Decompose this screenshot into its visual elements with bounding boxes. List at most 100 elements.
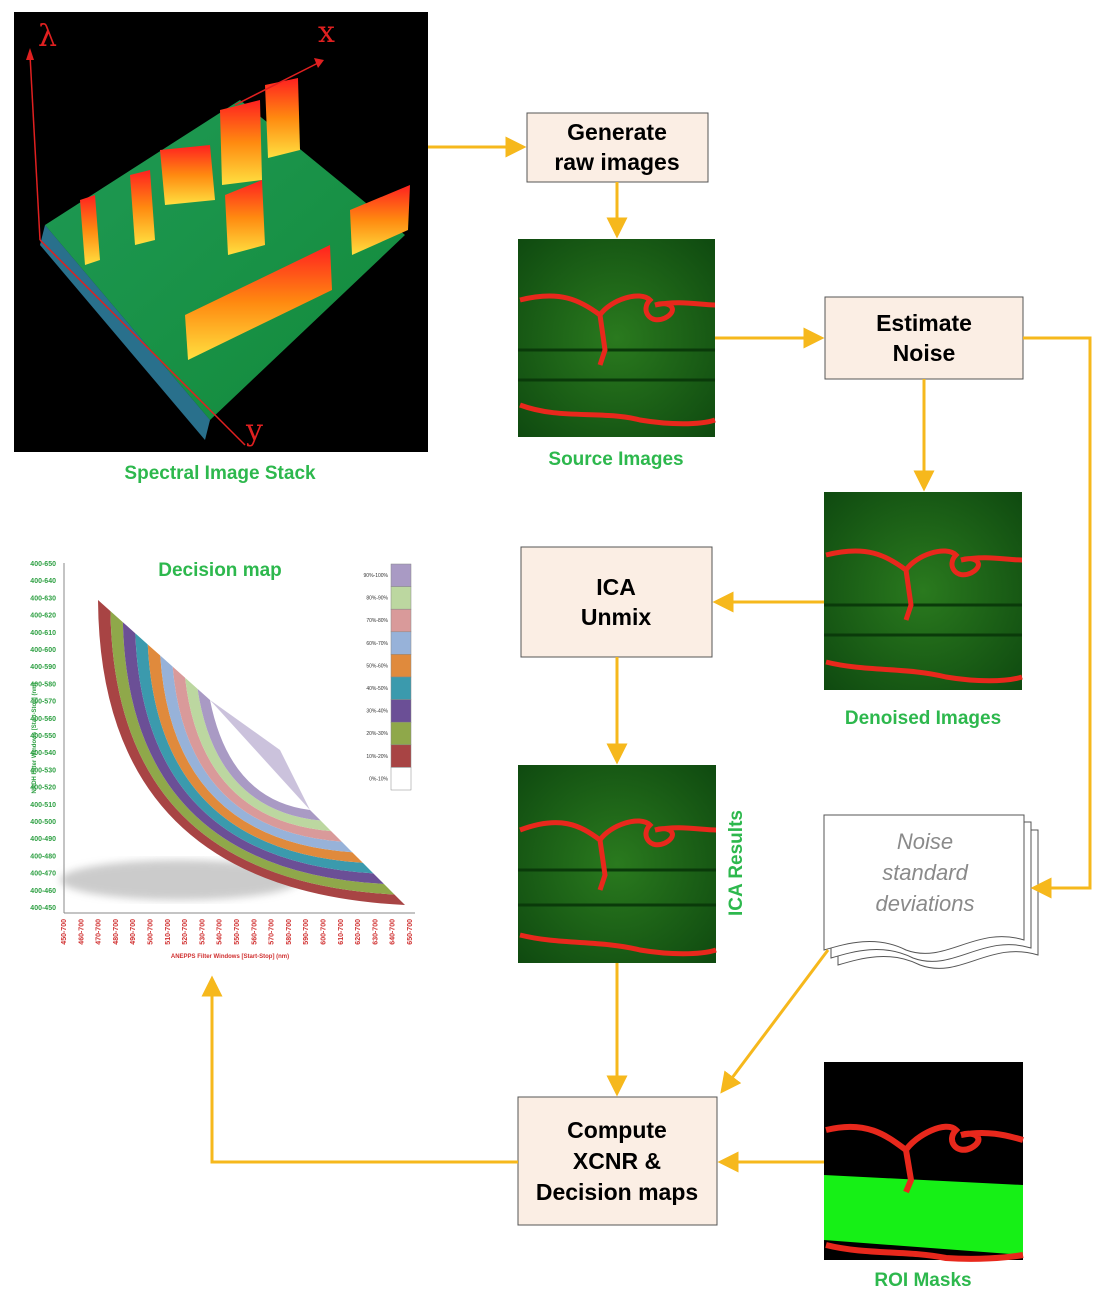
estimate-box-line-2: Noise [893,340,956,366]
y-tick-label: 400-480 [30,853,56,860]
roi-green-region [824,1175,1023,1255]
surface-shadow [60,860,300,900]
legend-swatch [390,721,412,746]
y-tick-label: 400-510 [30,802,56,809]
ica-box-rect [520,546,713,658]
generate-box-line-2: raw images [554,149,679,175]
noise-doc-line-3: deviations [875,891,974,916]
x-tick-labels: 450-700 460-700 470-700 480-700 490-700 500-7… [61,919,414,945]
legend-label: 50%-60% [366,663,388,669]
denoised-image [824,492,1023,690]
noise-doc-line-1: Noise [897,829,953,854]
x-axis-arrow [314,58,324,68]
x-axis-title: ANEPPS Filter Windows [Start-Stop] (nm) [171,954,289,960]
y-tick-label: 400-500 [30,819,56,826]
stack-peak [265,78,300,158]
x-tick-label: 470-700 [96,919,103,945]
noise-doc-line-2: standard [882,860,968,885]
legend-swatch [390,699,412,723]
x-tick-label: 570-700 [269,919,276,945]
y-tick-label: 400-520 [30,785,56,792]
y-tick-label: 400-620 [30,613,56,620]
estimate-box-line-1: Estimate [876,310,972,336]
compute-xcnr-box: Compute XCNR & Decision maps [517,1096,718,1226]
arrow-compute-to-decision-map [201,975,518,1164]
y-axis-line [39,239,246,446]
ica-box-line-1: ICA [596,574,636,600]
decision-map-title: Decision map [158,560,282,581]
legend-label: 30%-40% [366,709,388,715]
x-axis-label: x [318,15,335,50]
lambda-axis-label: λ [38,19,57,54]
stack-peak [130,170,155,245]
ica-unmix-box: ICA Unmix [520,546,713,658]
y-tick-label: 400-610 [30,630,56,637]
x-tick-label: 510-700 [165,919,172,945]
stack-peak [80,195,100,265]
stack-peak [160,145,215,205]
lambda-axis-arrow [26,48,34,60]
source-image-bg [518,239,715,437]
x-tick-label: 630-700 [372,919,379,945]
legend-label: 20%-30% [366,731,388,737]
estimate-box-rect [824,296,1024,380]
x-tick-label: 610-700 [338,919,345,945]
x-tick-label: 520-700 [182,919,189,945]
x-tick-label: 550-700 [234,919,241,945]
x-tick-label: 480-700 [113,919,120,945]
roi-masks-caption: ROI Masks [874,1270,971,1291]
legend-label: 60%-70% [366,641,388,647]
decision-surface [98,600,405,905]
legend-swatch [390,608,412,633]
y-tick-label: 400-630 [30,595,56,602]
y-axis-title: NADH Filter Windows [Start-Stop] (nm) [32,683,38,794]
source-vessels [519,293,716,427]
legend-label: 0%-10% [369,776,388,782]
document-front [823,814,1025,954]
generate-box-line-1: Generate [567,119,667,145]
legend-swatch [390,631,412,655]
x-tick-label: 450-700 [61,919,68,945]
legend-label: 40%-50% [366,686,388,692]
ica-results-image [518,765,717,963]
legend-swatch [390,563,412,587]
decision-map-chart: Decision map 400-650 400-640 400-630 400-62… [30,560,415,960]
compute-box-line-2: XCNR & [573,1148,661,1174]
y-tick-label: 400-550 [30,733,56,740]
y-axis-label: y [245,413,263,448]
stack-peak [225,180,265,255]
source-images-caption: Source Images [548,449,683,470]
y-tick-label: 400-540 [30,750,56,757]
arrow-estimate-to-noise-doc [1023,336,1092,899]
x-tick-label: 590-700 [303,919,310,945]
y-tick-label: 400-570 [30,699,56,706]
decision-band-top [210,700,310,810]
spectral-stack-caption: Spectral Image Stack [124,463,316,484]
noise-std-document: Noise standard deviations [823,814,1039,969]
stack-peak [185,245,332,360]
decision-band [197,688,321,821]
stack-peak [220,100,262,185]
spectral-stack-image: λ x y [14,12,428,452]
denoised-image-bg [824,492,1022,690]
legend-label: 80%-90% [366,596,388,602]
y-tick-label: 400-470 [30,871,56,878]
x-tick-label: 650-700 [407,919,414,945]
compute-box-line-1: Compute [567,1117,667,1143]
compute-box-line-3: Decision maps [536,1179,698,1205]
stack-floor-edge [40,225,210,440]
legend-label: 90%-100% [364,573,389,579]
x-tick-label: 500-700 [148,919,155,945]
legend-label: 70%-80% [366,618,388,624]
flow-arrows [201,136,1092,1173]
source-image [518,239,716,437]
y-tick-label: 400-590 [30,664,56,671]
x-tick-label: 620-700 [355,919,362,945]
ica-box-line-2: Unmix [581,604,652,630]
legend-swatch [390,767,412,791]
x-tick-label: 580-700 [286,919,293,945]
denoised-images-caption: Denoised Images [845,708,1001,729]
y-tick-label: 400-460 [30,888,56,895]
